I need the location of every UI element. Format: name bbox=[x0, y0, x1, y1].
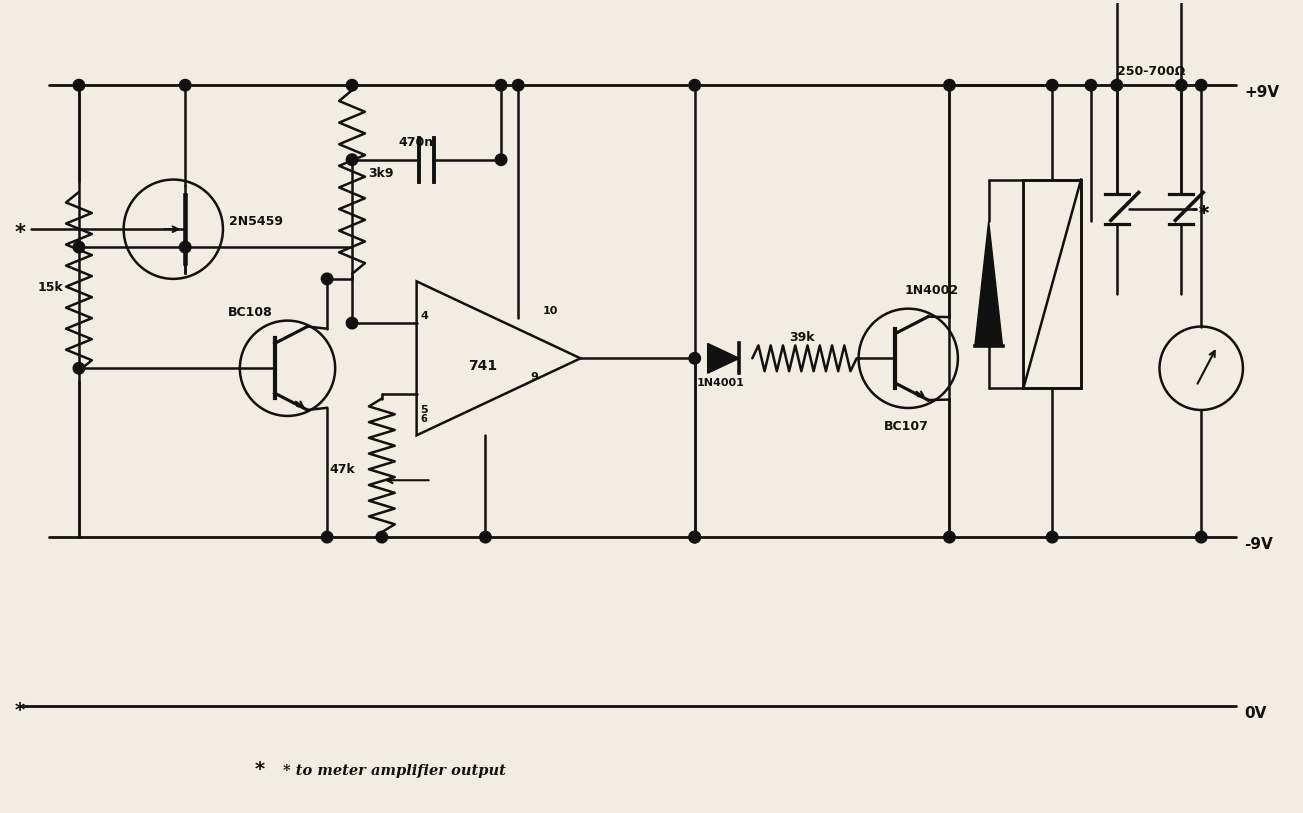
Circle shape bbox=[377, 532, 387, 543]
Circle shape bbox=[347, 154, 358, 166]
Circle shape bbox=[1046, 80, 1058, 91]
Circle shape bbox=[1175, 80, 1187, 91]
Text: *: * bbox=[14, 701, 25, 720]
Circle shape bbox=[1195, 532, 1207, 543]
Circle shape bbox=[512, 80, 524, 91]
Text: 47k: 47k bbox=[330, 463, 354, 476]
Circle shape bbox=[1195, 80, 1207, 91]
Circle shape bbox=[689, 80, 701, 91]
Circle shape bbox=[1085, 80, 1097, 91]
Text: 3k9: 3k9 bbox=[367, 167, 394, 180]
Circle shape bbox=[689, 532, 701, 543]
Text: 741: 741 bbox=[468, 359, 498, 373]
Text: 5: 5 bbox=[421, 406, 429, 415]
Circle shape bbox=[347, 317, 358, 328]
Text: -9V: -9V bbox=[1244, 537, 1273, 552]
Circle shape bbox=[689, 532, 701, 543]
Circle shape bbox=[495, 80, 507, 91]
Circle shape bbox=[480, 532, 491, 543]
Polygon shape bbox=[975, 221, 1002, 346]
Text: 10: 10 bbox=[543, 306, 558, 316]
Text: *: * bbox=[254, 760, 265, 780]
Circle shape bbox=[1111, 80, 1123, 91]
Text: * to meter amplifier output: * to meter amplifier output bbox=[283, 764, 506, 779]
Circle shape bbox=[322, 273, 332, 285]
Text: 39k: 39k bbox=[790, 332, 816, 345]
Circle shape bbox=[943, 532, 955, 543]
Circle shape bbox=[943, 80, 955, 91]
Text: +9V: +9V bbox=[1244, 85, 1280, 100]
Text: 470n: 470n bbox=[399, 136, 434, 149]
Text: 4: 4 bbox=[421, 311, 429, 321]
Text: *: * bbox=[14, 223, 25, 243]
Text: 1N4002: 1N4002 bbox=[904, 284, 959, 297]
Circle shape bbox=[689, 353, 701, 364]
Circle shape bbox=[73, 241, 85, 253]
Text: BC107: BC107 bbox=[883, 420, 928, 433]
Circle shape bbox=[495, 154, 507, 166]
Text: 6: 6 bbox=[421, 415, 427, 424]
Circle shape bbox=[322, 532, 332, 543]
Circle shape bbox=[73, 80, 85, 91]
Polygon shape bbox=[708, 343, 739, 373]
Text: BC108: BC108 bbox=[228, 306, 272, 319]
Text: 0V: 0V bbox=[1244, 706, 1267, 721]
Text: 250-700Ω: 250-700Ω bbox=[1117, 65, 1184, 78]
Circle shape bbox=[180, 80, 192, 91]
Text: *: * bbox=[1199, 204, 1208, 224]
Circle shape bbox=[180, 241, 192, 253]
Text: 2N5459: 2N5459 bbox=[229, 215, 283, 228]
Circle shape bbox=[1046, 532, 1058, 543]
Bar bbox=[1023, 180, 1081, 388]
Circle shape bbox=[73, 363, 85, 374]
Circle shape bbox=[347, 80, 358, 91]
Text: 1N4001: 1N4001 bbox=[697, 378, 744, 388]
Text: *: * bbox=[1199, 204, 1208, 224]
Text: 15k: 15k bbox=[38, 281, 63, 294]
Text: 9: 9 bbox=[530, 372, 538, 382]
